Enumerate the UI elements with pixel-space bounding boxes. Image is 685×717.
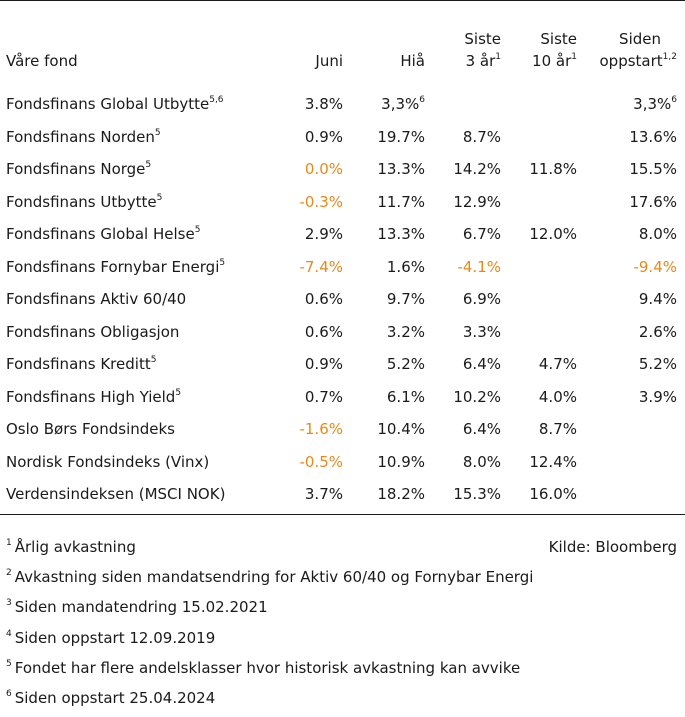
- cell-hia: 3.2%: [386, 322, 425, 341]
- cell-siste-3-ar: 8.0%: [462, 452, 501, 471]
- table-row: Fondsfinans Global Utbytte5,6 3.8% 3,3%6 3,…: [0, 88, 685, 120]
- source-label: Kilde: Bloomberg: [548, 538, 677, 556]
- table-row: Fondsfinans High Yield5 0.7% 6.1% 10.2% 4.0%…: [0, 381, 685, 413]
- table-row: Fondsfinans Global Helse5 2.9% 13.3% 6.7% 12…: [0, 218, 685, 250]
- cell-siste-3-ar: 6.4%: [462, 355, 501, 373]
- cell-siste-3-ar: 12.9%: [453, 192, 501, 211]
- fund-name: Fondsfinans Aktiv 60/40: [6, 290, 187, 308]
- cell-siste-10-ar: 12.4%: [529, 452, 577, 471]
- cell-juni: 3.7%: [304, 485, 343, 503]
- cell-juni: -0.5%: [299, 452, 343, 471]
- header-fund: Våre fond: [6, 52, 78, 70]
- fund-name: Fondsfinans Global Helse5: [6, 225, 201, 243]
- fund-name: Fondsfinans High Yield5: [6, 387, 182, 406]
- cell-siste-3-ar: 6.4%: [462, 420, 501, 438]
- fund-name: Fondsfinans Norden5: [6, 127, 161, 146]
- cell-juni: 0.9%: [304, 127, 343, 146]
- fund-name: Fondsfinans Global Utbytte5,6: [6, 95, 224, 113]
- table-row: Fondsfinans Norden5 0.9% 19.7% 8.7% 13.6%: [0, 121, 685, 153]
- cell-siste-10-ar: 4.0%: [538, 387, 577, 406]
- fund-name: Fondsfinans Norge5: [6, 160, 152, 178]
- cell-siste-3-ar: 6.9%: [462, 290, 501, 308]
- table-row: Fondsfinans Norge5 0.0% 13.3% 14.2% 11.8% 15.…: [0, 153, 685, 185]
- cell-juni: 0.6%: [304, 290, 343, 308]
- cell-siste-3-ar: 14.2%: [453, 160, 501, 178]
- fund-name: Fondsfinans Fornybar Energi5: [6, 257, 226, 276]
- cell-hia: 11.7%: [377, 192, 425, 211]
- cell-hia: 13.3%: [377, 160, 425, 178]
- cell-juni: 3.8%: [304, 95, 343, 113]
- table-row: Fondsfinans Aktiv 60/40 0.6% 9.7% 6.9% 9.4%: [0, 283, 685, 315]
- cell-juni: 0.6%: [304, 322, 343, 341]
- table-row: Fondsfinans Utbytte5 -0.3% 11.7% 12.9% 17.6%: [0, 186, 685, 218]
- cell-juni: 0.7%: [304, 387, 343, 406]
- cell-siste-10-ar: 4.7%: [538, 355, 577, 373]
- cell-siste-3-ar: 6.7%: [462, 225, 501, 243]
- cell-siste-10-ar: 11.8%: [529, 160, 577, 178]
- footnote: 2 Avkastning siden mandatsendring for Akt…: [6, 568, 534, 587]
- fund-name: Fondsfinans Kreditt5: [6, 355, 157, 373]
- cell-hia: 10.9%: [377, 452, 425, 471]
- footnote: 1 Årlig avkastning: [6, 538, 136, 556]
- cell-siden-oppstart: 9.4%: [638, 290, 677, 308]
- cell-hia: 6.1%: [386, 387, 425, 406]
- cell-hia: 5.2%: [386, 355, 425, 373]
- cell-siste-3-ar: 3.3%: [462, 322, 501, 341]
- cell-siste-10-ar: 16.0%: [529, 485, 577, 503]
- cell-juni: -1.6%: [299, 420, 343, 438]
- cell-siste-3-ar: 15.3%: [453, 485, 501, 503]
- cell-hia: 18.2%: [377, 485, 425, 503]
- cell-hia: 1.6%: [386, 257, 425, 276]
- table-row: Oslo Børs Fondsindeks -1.6% 10.4% 6.4% 8.7%: [0, 413, 685, 445]
- header-siden-oppstart: Siden oppstart1,2: [599, 30, 678, 70]
- fund-name: Fondsfinans Utbytte5: [6, 192, 163, 211]
- cell-juni: 0.9%: [304, 355, 343, 373]
- bottom-rule: [0, 514, 685, 515]
- table-row: Fondsfinans Fornybar Energi5 -7.4% 1.6% -4.…: [0, 251, 685, 283]
- table-row: Nordisk Fondsindeks (Vinx) -0.5% 10.9% 8.0%…: [0, 446, 685, 478]
- cell-hia: 3,3%6: [381, 95, 425, 113]
- cell-siden-oppstart: 13.6%: [629, 127, 677, 146]
- cell-juni: -7.4%: [299, 257, 343, 276]
- cell-siden-oppstart: 3,3%6: [633, 95, 677, 113]
- footnote: 4 Siden oppstart 12.09.2019: [6, 628, 216, 647]
- cell-hia: 9.7%: [386, 290, 425, 308]
- header-hia: Hiå: [400, 52, 425, 70]
- cell-siden-oppstart: 5.2%: [638, 355, 677, 373]
- footnote: 6 Siden oppstart 25.04.2024: [6, 689, 216, 707]
- table-row: Verdensindeksen (MSCI NOK) 3.7% 18.2% 15.3%…: [0, 478, 685, 510]
- cell-hia: 13.3%: [377, 225, 425, 243]
- cell-siste-10-ar: 12.0%: [529, 225, 577, 243]
- cell-siste-3-ar: 10.2%: [453, 387, 501, 406]
- fund-name: Oslo Børs Fondsindeks: [6, 420, 175, 438]
- cell-siden-oppstart: 2.6%: [638, 322, 677, 341]
- header-juni: Juni: [315, 52, 343, 70]
- footnote: 3 Siden mandatendring 15.02.2021: [6, 598, 268, 617]
- cell-hia: 19.7%: [377, 127, 425, 146]
- fund-name: Verdensindeksen (MSCI NOK): [6, 485, 226, 503]
- footnote: 5 Fondet har flere andelsklasser hvor his…: [6, 658, 521, 677]
- cell-siden-oppstart: 3.9%: [638, 387, 677, 406]
- cell-siden-oppstart: -9.4%: [633, 257, 677, 276]
- table-row: Fondsfinans Kreditt5 0.9% 5.2% 6.4% 4.7% 5.2%: [0, 348, 685, 380]
- cell-siste-3-ar: -4.1%: [457, 257, 501, 276]
- header-siste-10: Siste 10 år1: [532, 30, 577, 70]
- cell-siden-oppstart: 8.0%: [638, 225, 677, 243]
- cell-juni: -0.3%: [299, 192, 343, 211]
- cell-juni: 0.0%: [304, 160, 343, 178]
- cell-siden-oppstart: 17.6%: [629, 192, 677, 211]
- fund-name: Fondsfinans Obligasjon: [6, 322, 180, 341]
- cell-siste-3-ar: 8.7%: [462, 127, 501, 146]
- cell-juni: 2.9%: [304, 225, 343, 243]
- cell-siste-10-ar: 8.7%: [538, 420, 577, 438]
- top-rule: [0, 0, 685, 1]
- table-row: Fondsfinans Obligasjon 0.6% 3.2% 3.3% 2.6%: [0, 316, 685, 348]
- cell-siden-oppstart: 15.5%: [629, 160, 677, 178]
- cell-hia: 10.4%: [377, 420, 425, 438]
- header-siste-3: Siste 3 år1: [464, 30, 501, 70]
- fund-name: Nordisk Fondsindeks (Vinx): [6, 452, 210, 471]
